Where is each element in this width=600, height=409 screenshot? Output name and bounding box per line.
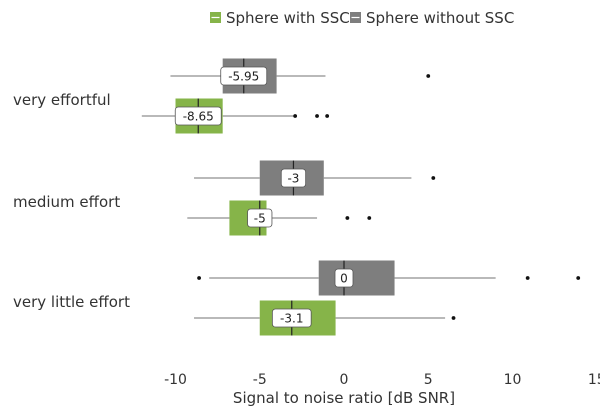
outlier-2 (576, 276, 581, 280)
median-label-box (280, 168, 307, 188)
outlier-0 (293, 114, 298, 118)
x-tick-label-0: -10 (164, 372, 187, 388)
median-label: -5 (254, 212, 266, 226)
median-label: -5.95 (228, 70, 259, 84)
outlier-0 (345, 216, 350, 220)
x-tick-label-4: 10 (504, 372, 522, 388)
median-label: -8.65 (183, 110, 214, 124)
box-1-1: -3 (194, 160, 436, 196)
legend: Sphere with SSC Sphere without SSC (210, 9, 514, 27)
median-label: 0 (340, 272, 348, 286)
category-labels: very effortful medium effort very little e… (13, 91, 130, 311)
boxes: -8.65 -5 -3.1 -5.95 -3 0 (141, 58, 581, 336)
x-tick-label-3: 5 (424, 372, 433, 388)
box-1-2: 0 (197, 260, 581, 296)
x-axis-label: Signal to noise ratio [dB SNR] (233, 389, 455, 407)
outlier-1 (525, 276, 530, 280)
median-label-box (271, 308, 312, 328)
x-tick-label-1: -5 (253, 372, 267, 388)
legend-label-0: Sphere with SSC (226, 9, 350, 27)
outlier-0 (431, 176, 436, 180)
outlier-1 (367, 216, 372, 220)
box-0-0: -8.65 (141, 98, 330, 134)
x-tick-label-5: 15 (588, 372, 600, 388)
category-label-0: very effortful (13, 91, 111, 109)
category-label-2: very little effort (13, 293, 130, 311)
box-iqr (318, 260, 395, 296)
box-1-0: -5.95 (170, 58, 431, 94)
outlier-0 (426, 74, 431, 78)
median-label: -3 (287, 172, 299, 186)
legend-label-1: Sphere without SSC (366, 9, 514, 27)
category-label-1: medium effort (13, 193, 120, 211)
outlier-2 (325, 114, 330, 118)
median-label: -3.1 (280, 312, 303, 326)
box-0-1: -5 (187, 200, 372, 236)
outlier-0 (197, 276, 201, 280)
outlier-0 (451, 316, 456, 320)
median-label-box (174, 106, 222, 126)
outlier-1 (315, 114, 319, 118)
median-label-box (220, 66, 268, 86)
median-label-box (247, 208, 273, 228)
x-tick-label-2: 0 (340, 372, 349, 388)
median-label-box (334, 268, 354, 288)
box-0-2: -3.1 (194, 300, 456, 336)
x-axis: -10 -5 0 5 10 15 (164, 372, 600, 388)
